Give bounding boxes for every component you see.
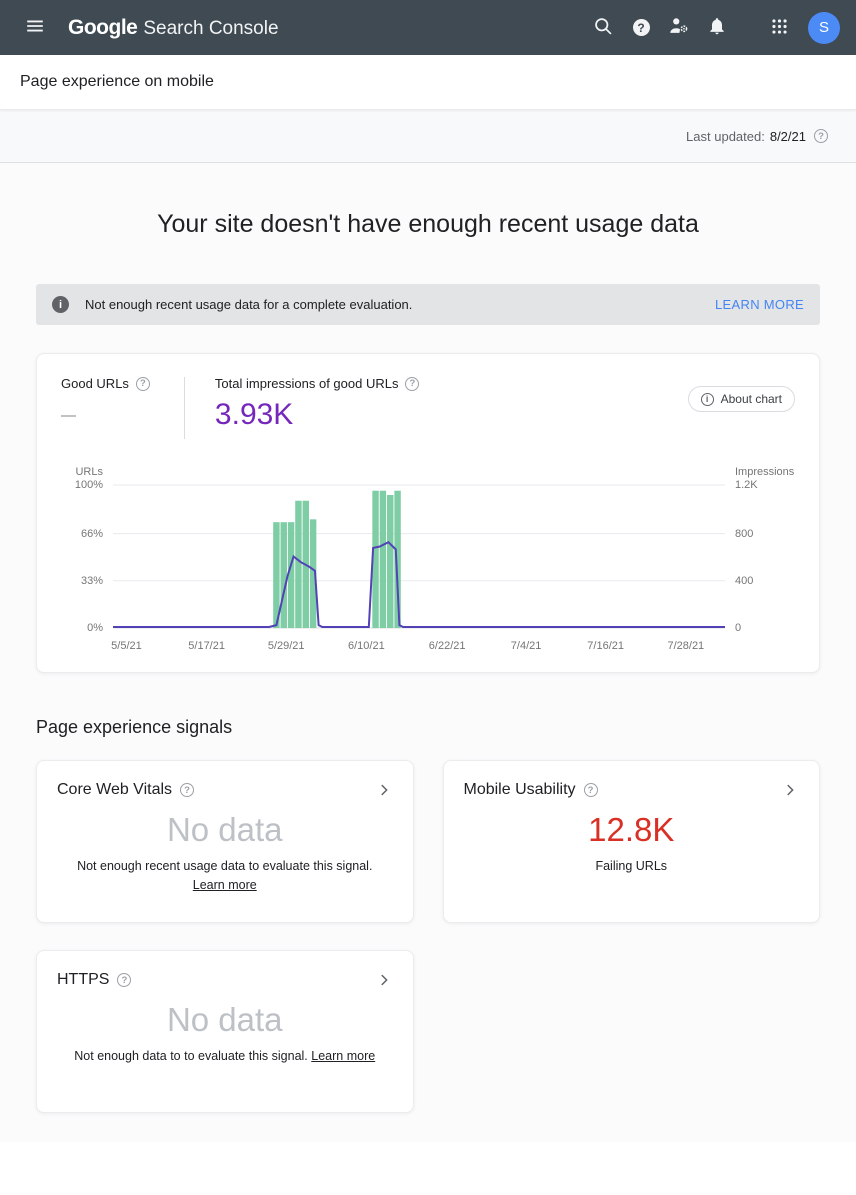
app-logo[interactable]: Google Search Console bbox=[68, 16, 279, 40]
notifications-button[interactable] bbox=[698, 9, 736, 47]
help-icon bbox=[632, 19, 650, 36]
apps-grid-icon bbox=[770, 17, 789, 39]
signals-heading: Page experience signals bbox=[36, 717, 233, 737]
learn-more-link[interactable]: Learn more bbox=[311, 1049, 376, 1063]
x-axis: 5/5/21 5/17/21 5/29/21 6/10/21 6/22/21 7/4/21… bbox=[111, 632, 725, 656]
about-chart-info-icon bbox=[700, 392, 714, 406]
account-avatar[interactable]: S bbox=[808, 11, 840, 44]
menu-button[interactable] bbox=[16, 7, 54, 48]
axis-tick-label: 1.2K bbox=[735, 479, 758, 491]
chart-canvas[interactable] bbox=[113, 485, 725, 628]
about-chart-button[interactable]: About chart bbox=[687, 386, 795, 412]
card-description: Failing URLs bbox=[595, 859, 668, 873]
right-axis-title: Impressions bbox=[735, 466, 795, 478]
left-axis: URLs 100% 66% 33% 0% bbox=[61, 465, 113, 656]
good-urls-metric: Good URLs — bbox=[61, 376, 150, 424]
x-axis-tick-label: 5/17/21 bbox=[188, 640, 225, 652]
headline: Your site doesn't have enough recent usa… bbox=[157, 210, 699, 238]
left-axis-title: URLs bbox=[75, 466, 103, 478]
x-axis-tick-label: 7/28/21 bbox=[667, 640, 705, 652]
impressions-help-icon[interactable] bbox=[405, 376, 420, 391]
card-value: No data bbox=[166, 1001, 283, 1038]
logo-google: Google bbox=[68, 15, 138, 39]
card-title: Mobile Usability bbox=[463, 781, 576, 798]
axis-tick-label: 33% bbox=[80, 574, 103, 587]
apps-button[interactable] bbox=[760, 9, 798, 47]
status-bar: Last updated: 8/2/21 bbox=[0, 110, 856, 163]
help-button[interactable] bbox=[622, 9, 660, 47]
app-header: Google Search Console bbox=[0, 0, 856, 55]
card-help-icon[interactable] bbox=[117, 973, 132, 987]
core-web-vitals-card[interactable]: Core Web Vitals No data Not enough recen… bbox=[36, 760, 414, 923]
x-axis-tick-label: 7/4/21 bbox=[510, 640, 542, 652]
x-axis-tick-label: 6/22/21 bbox=[428, 640, 466, 652]
chart-card: Good URLs — Total impressions of good UR… bbox=[36, 353, 820, 673]
impressions-value: 3.93K bbox=[214, 398, 294, 431]
chart: URLs 100% 66% 33% 0% 5/5/21 5/17/21 5/29/21 6/… bbox=[61, 465, 795, 656]
card-help-icon[interactable] bbox=[583, 783, 598, 797]
good-urls-label: Good URLs bbox=[61, 376, 129, 391]
last-updated-label: Last updated: bbox=[686, 128, 765, 144]
page-title-bar: Page experience on mobile bbox=[0, 55, 856, 110]
card-help-icon[interactable] bbox=[180, 783, 195, 797]
https-card[interactable]: HTTPS No data Not enough data to to eval… bbox=[36, 950, 414, 1113]
chart-card-header: Good URLs — Total impressions of good UR… bbox=[61, 376, 795, 439]
x-axis-tick-label: 5/5/21 bbox=[111, 640, 142, 652]
content: Your site doesn't have enough recent usa… bbox=[0, 163, 856, 1113]
learn-more-button[interactable]: LEARN MORE bbox=[715, 297, 804, 312]
axis-tick-label: 400 bbox=[735, 574, 754, 587]
chevron-right-icon[interactable] bbox=[375, 971, 393, 989]
banner-message: Not enough recent usage data for a compl… bbox=[85, 297, 413, 312]
card-title: Core Web Vitals bbox=[57, 781, 173, 798]
signal-cards: Core Web Vitals No data Not enough recen… bbox=[36, 760, 820, 1113]
chevron-right-icon[interactable] bbox=[375, 781, 393, 799]
right-axis: Impressions 1.2K 800 400 0 bbox=[725, 465, 795, 656]
last-updated-value: 8/2/21 bbox=[769, 128, 806, 144]
chevron-right-icon[interactable] bbox=[781, 781, 799, 799]
mobile-usability-card[interactable]: Mobile Usability 12.8K Failing URLs bbox=[442, 760, 820, 923]
card-value: 12.8K bbox=[588, 811, 675, 848]
card-description: Not enough data to to evaluate this sign… bbox=[74, 1049, 308, 1063]
logo-product: Search Console bbox=[143, 17, 279, 39]
good-urls-help-icon[interactable] bbox=[135, 376, 150, 391]
card-value: No data bbox=[166, 811, 283, 848]
x-axis-tick-label: 6/10/21 bbox=[348, 640, 385, 652]
info-icon bbox=[52, 296, 69, 313]
x-axis-tick-label: 5/29/21 bbox=[267, 640, 305, 652]
hamburger-icon bbox=[24, 15, 46, 40]
chart-plot[interactable]: 5/5/21 5/17/21 5/29/21 6/10/21 6/22/21 7/4/21… bbox=[111, 465, 725, 656]
axis-tick-label: 0% bbox=[87, 622, 103, 634]
manage-users-button[interactable] bbox=[660, 9, 698, 47]
impressions-label: Total impressions of good URLs bbox=[214, 376, 399, 391]
learn-more-link[interactable]: Learn more bbox=[192, 877, 257, 892]
info-banner: Not enough recent usage data for a compl… bbox=[36, 284, 820, 325]
about-chart-label: About chart bbox=[720, 392, 782, 406]
metric-divider bbox=[183, 377, 185, 439]
card-description: Not enough recent usage data to evaluate… bbox=[77, 859, 373, 873]
axis-tick-label: 800 bbox=[735, 527, 754, 540]
manage-users-icon bbox=[668, 15, 690, 40]
search-icon bbox=[593, 16, 614, 40]
main-area: Last updated: 8/2/21 Your site doesn't h… bbox=[0, 110, 856, 1142]
axis-tick-label: 0 bbox=[735, 622, 742, 634]
bell-icon bbox=[707, 16, 727, 39]
good-urls-value: — bbox=[61, 407, 76, 424]
search-button[interactable] bbox=[584, 9, 622, 47]
last-updated-help-icon[interactable] bbox=[814, 129, 828, 143]
card-title: HTTPS bbox=[57, 971, 110, 988]
impressions-metric: Total impressions of good URLs 3.93K bbox=[215, 376, 420, 432]
axis-tick-label: 100% bbox=[74, 479, 103, 491]
axis-tick-label: 66% bbox=[80, 527, 103, 540]
x-axis-tick-label: 7/16/21 bbox=[587, 640, 625, 652]
page-title: Page experience on mobile bbox=[20, 73, 214, 90]
